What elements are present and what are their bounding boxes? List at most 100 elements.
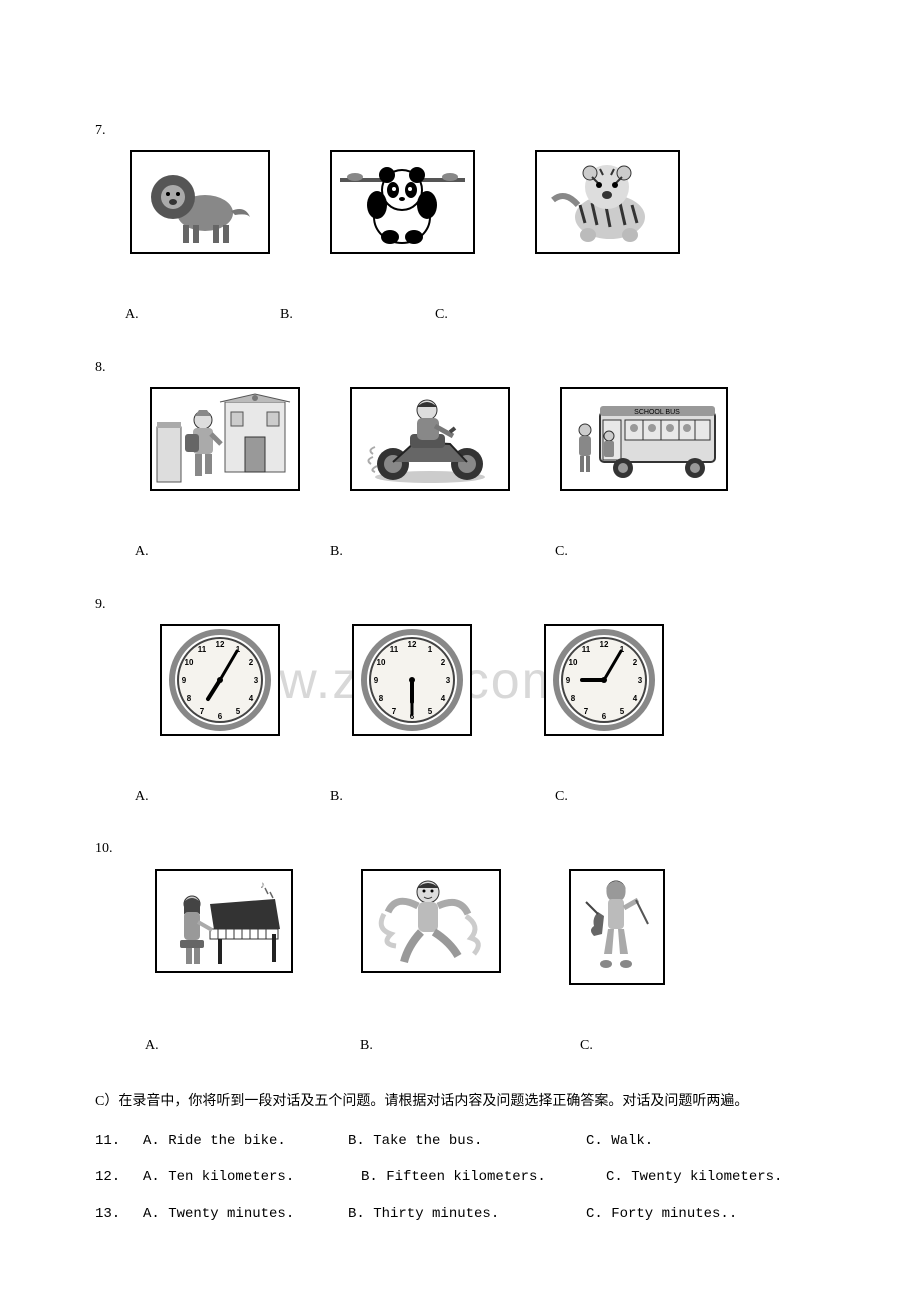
- question-number: 13.: [95, 1203, 143, 1225]
- option-c-label: C.: [580, 1035, 770, 1057]
- panda-icon: [335, 155, 470, 249]
- violin-icon: [574, 874, 660, 980]
- svg-text:7: 7: [200, 707, 205, 716]
- svg-text:3: 3: [638, 676, 643, 685]
- option-image-dance: [361, 869, 501, 973]
- option-image-lion: [130, 150, 270, 254]
- dance-icon: [366, 874, 496, 968]
- option-b-label: B.: [330, 541, 555, 563]
- image-row: [130, 150, 825, 254]
- svg-text:9: 9: [566, 676, 571, 685]
- question-8: 8.: [95, 357, 825, 564]
- image-row: SCHOOL BUS: [150, 387, 825, 491]
- svg-text:3: 3: [446, 676, 451, 685]
- lion-icon: [135, 155, 265, 249]
- option-b-label: B.: [280, 304, 435, 326]
- option-c-label: C.: [555, 541, 745, 563]
- option-a: A. Ten kilometers.: [143, 1166, 361, 1188]
- option-a: A. Twenty minutes.: [143, 1203, 348, 1225]
- svg-text:6: 6: [218, 712, 223, 721]
- question-7: 7.: [95, 120, 825, 327]
- option-b-label: B.: [360, 1035, 580, 1057]
- school-bus-icon: SCHOOL BUS: [565, 392, 723, 486]
- image-row: 12 1 2 3 4 5 6 7 8 9 10 11 12: [160, 624, 825, 736]
- question-number: 12.: [95, 1166, 143, 1188]
- question-9: 9. 12 1 2 3 4 5 6 7 8 9 10 11: [95, 594, 825, 809]
- question-number: 9.: [95, 594, 825, 616]
- option-b: B. Fifteen kilometers.: [361, 1166, 606, 1188]
- svg-text:9: 9: [374, 676, 379, 685]
- svg-text:4: 4: [633, 694, 638, 703]
- svg-text:2: 2: [441, 658, 446, 667]
- option-c: C. Twenty kilometers.: [606, 1166, 825, 1188]
- svg-text:2: 2: [633, 658, 638, 667]
- option-labels: A. B. C.: [135, 786, 825, 808]
- option-image-clock-a: 12 1 2 3 4 5 6 7 8 9 10 11: [160, 624, 280, 736]
- question-number: 10.: [95, 838, 825, 860]
- svg-text:4: 4: [441, 694, 446, 703]
- svg-text:8: 8: [571, 694, 576, 703]
- svg-text:6: 6: [602, 712, 607, 721]
- question-10: 10. ♪: [95, 838, 825, 1057]
- option-b: B. Take the bus.: [348, 1130, 586, 1152]
- option-a: A. Ride the bike.: [143, 1130, 348, 1152]
- question-11: 11. A. Ride the bike. B. Take the bus. C…: [95, 1130, 825, 1152]
- svg-text:5: 5: [620, 707, 625, 716]
- svg-text:11: 11: [198, 645, 207, 654]
- option-image-clock-c: 12 1 2 3 4 5 6 7 8 9 10 11: [544, 624, 664, 736]
- option-a-label: A.: [135, 541, 330, 563]
- svg-text:7: 7: [392, 707, 397, 716]
- clock-icon: 12 1 2 3 4 5 6 7 8 9 10 11: [165, 629, 275, 731]
- option-image-panda: [330, 150, 475, 254]
- option-image-schoolbus: SCHOOL BUS: [560, 387, 728, 491]
- piano-icon: ♪: [160, 874, 288, 968]
- option-a-label: A.: [135, 786, 330, 808]
- svg-text:5: 5: [236, 707, 241, 716]
- option-c-label: C.: [435, 304, 590, 326]
- question-12: 12. A. Ten kilometers. B. Fifteen kilome…: [95, 1166, 825, 1188]
- svg-text:♪: ♪: [260, 880, 265, 891]
- option-labels: A. B. C.: [125, 304, 825, 326]
- svg-text:3: 3: [254, 676, 259, 685]
- svg-text:SCHOOL BUS: SCHOOL BUS: [634, 409, 680, 416]
- option-image-tiger: [535, 150, 680, 254]
- option-image-motorbike: [350, 387, 510, 491]
- question-number: 7.: [95, 120, 825, 142]
- svg-text:9: 9: [182, 676, 187, 685]
- option-c: C. Walk.: [586, 1130, 825, 1152]
- option-image-clock-b: 12 1 2 3 4 5 6 7 8 9 10 11: [352, 624, 472, 736]
- option-labels: A. B. C.: [135, 541, 825, 563]
- clock-icon: 12 1 2 3 4 5 6 7 8 9 10 11: [549, 629, 659, 731]
- motorcycle-icon: [355, 392, 505, 486]
- svg-text:8: 8: [379, 694, 384, 703]
- svg-text:8: 8: [187, 694, 192, 703]
- svg-text:12: 12: [216, 640, 225, 649]
- svg-text:7: 7: [584, 707, 589, 716]
- svg-text:4: 4: [249, 694, 254, 703]
- option-a-label: A.: [125, 304, 280, 326]
- svg-text:11: 11: [390, 645, 399, 654]
- svg-text:2: 2: [249, 658, 254, 667]
- question-number: 11.: [95, 1130, 143, 1152]
- section-c-instruction: C）在录音中，你将听到一段对话及五个问题。请根据对话内容及问题选择正确答案。对话…: [95, 1087, 825, 1118]
- question-13: 13. A. Twenty minutes. B. Thirty minutes…: [95, 1203, 825, 1225]
- tiger-icon: [540, 155, 675, 249]
- option-labels: A. B. C.: [145, 1035, 825, 1057]
- clock-icon: 12 1 2 3 4 5 6 7 8 9 10 11: [357, 629, 467, 731]
- svg-text:10: 10: [377, 658, 386, 667]
- option-b-label: B.: [330, 786, 555, 808]
- option-image-walk: [150, 387, 300, 491]
- option-c: C. Forty minutes..: [586, 1203, 825, 1225]
- option-a-label: A.: [145, 1035, 360, 1057]
- svg-text:12: 12: [408, 640, 417, 649]
- image-row: ♪: [155, 869, 825, 985]
- svg-text:5: 5: [428, 707, 433, 716]
- svg-text:10: 10: [185, 658, 194, 667]
- walk-to-school-icon: [155, 392, 295, 486]
- question-number: 8.: [95, 357, 825, 379]
- svg-text:10: 10: [569, 658, 578, 667]
- option-image-violin: [569, 869, 665, 985]
- option-image-piano: ♪: [155, 869, 293, 973]
- svg-text:12: 12: [600, 640, 609, 649]
- option-b: B. Thirty minutes.: [348, 1203, 586, 1225]
